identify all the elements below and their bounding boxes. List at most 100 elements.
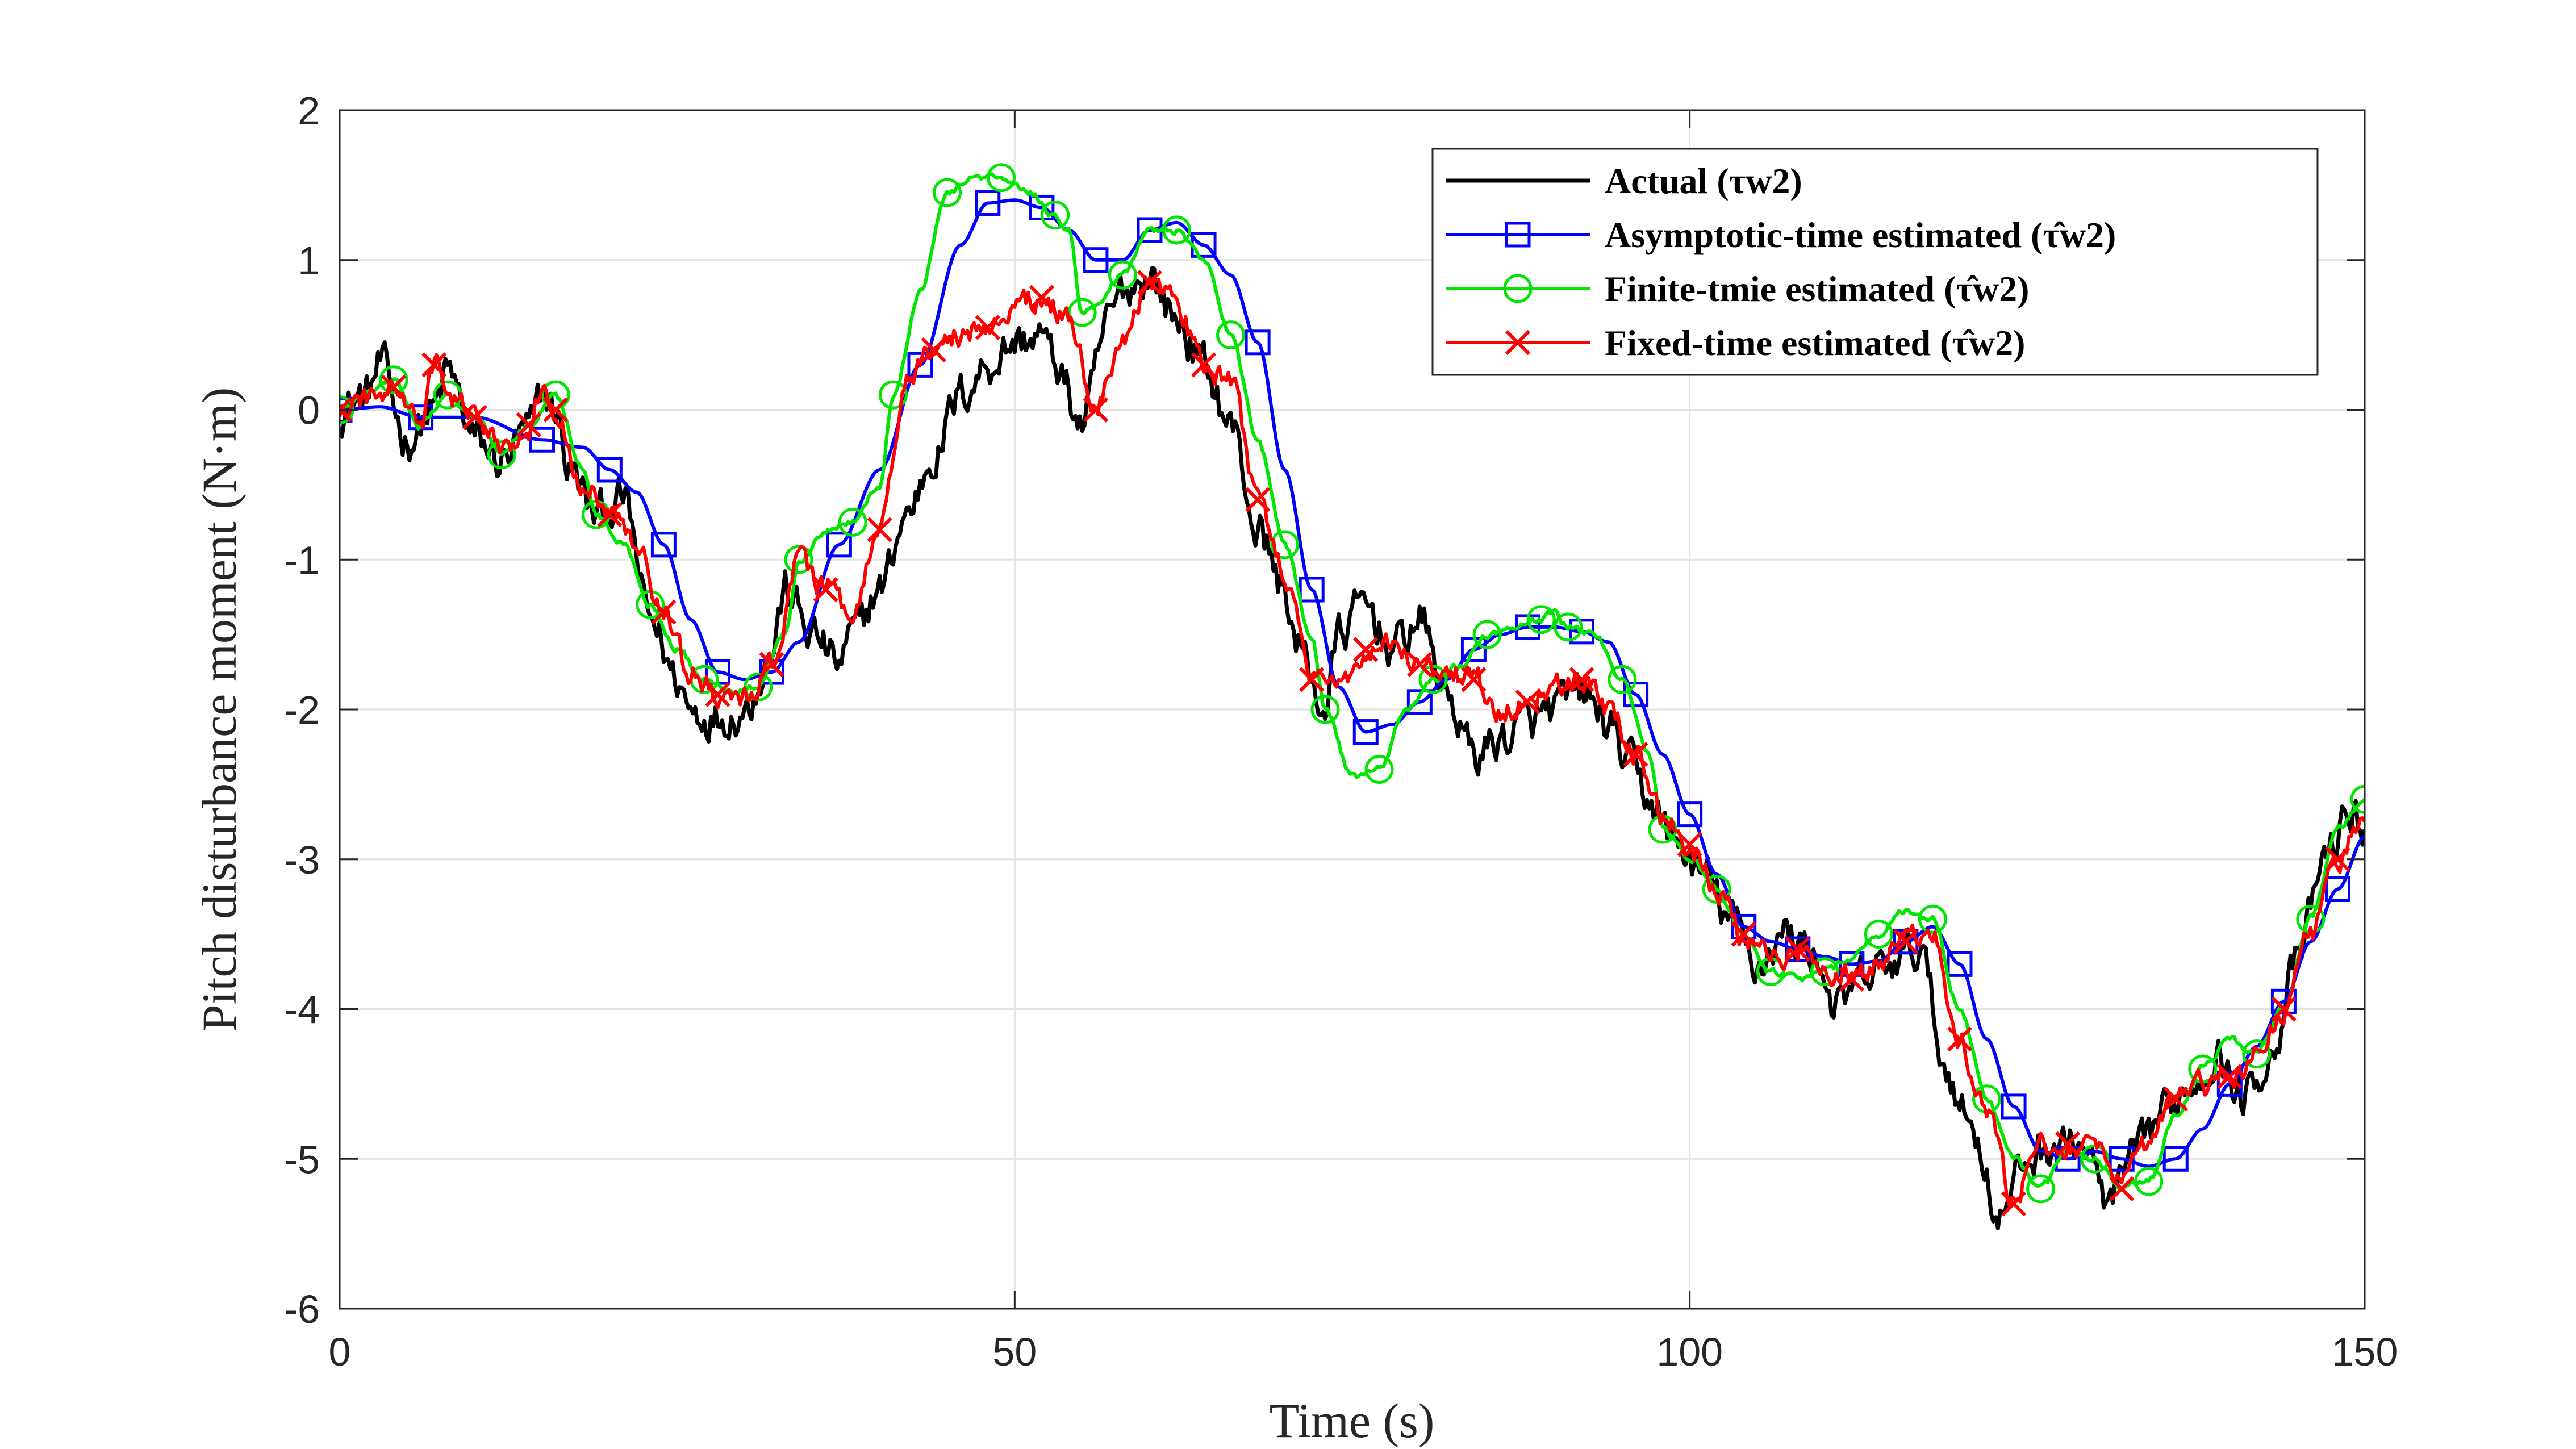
legend-marker: [1503, 274, 1533, 303]
data-point: [1270, 530, 1300, 559]
x-tick-label: 150: [2332, 1330, 2398, 1374]
data-point: [921, 337, 946, 363]
data-point: [1677, 801, 1703, 828]
data-point: [379, 365, 408, 395]
y-tick-label: -4: [285, 988, 320, 1032]
data-point: [651, 599, 677, 625]
data-point: [1245, 487, 1271, 512]
data-point: [596, 457, 623, 483]
series-layer: [340, 163, 2365, 1230]
y-tick-label: -6: [285, 1287, 320, 1331]
data-point: [1947, 1026, 1973, 1052]
data-point: [2134, 1167, 2164, 1196]
data-point: [838, 507, 867, 537]
data-point: [1839, 966, 1864, 992]
data-point: [1947, 951, 1973, 977]
legend-box: [1431, 148, 2319, 376]
data-point: [975, 190, 1001, 216]
data-point: [1245, 329, 1271, 356]
data-point: [2217, 1064, 2243, 1089]
data-point: [2270, 988, 2297, 1014]
data-point: [1352, 719, 1379, 745]
data-point: [1608, 665, 1637, 694]
data-point: [381, 374, 407, 400]
data-point: [826, 532, 852, 558]
data-point: [1515, 689, 1540, 715]
data-point: [1137, 270, 1163, 295]
data-point: [516, 412, 541, 437]
series-line: [340, 198, 2365, 1168]
data-point: [1623, 742, 1648, 767]
legend-marker: [1505, 222, 1531, 248]
data-point: [907, 352, 933, 378]
data-point: [2055, 1131, 2081, 1157]
legend-entry-1: Actual (τw2): [1605, 161, 1802, 201]
data-point: [1407, 652, 1433, 678]
data-point: [1569, 667, 1594, 692]
data-point: [2216, 1071, 2243, 1097]
data-point: [878, 380, 908, 410]
data-point: [1108, 260, 1137, 290]
data-point: [421, 352, 447, 378]
data-point: [2350, 784, 2365, 814]
data-point: [2109, 1146, 2135, 1172]
data-point: [2001, 1093, 2027, 1120]
x-tick-label: 50: [992, 1330, 1037, 1374]
y-axis-label: Pitch disturbance moment (N·m): [192, 387, 247, 1032]
data-point: [597, 502, 623, 528]
data-point: [759, 652, 784, 678]
data-point: [1041, 201, 1070, 230]
data-point: [2163, 1086, 2189, 1112]
y-tick-label: -2: [285, 688, 320, 732]
series-line: [340, 276, 2365, 1207]
data-point: [2026, 1174, 2056, 1204]
y-tick-label: 0: [298, 389, 320, 433]
y-tick-label: 2: [298, 89, 320, 133]
data-point: [1299, 667, 1325, 692]
y-tick-label: -5: [285, 1137, 320, 1181]
data-point: [1353, 637, 1379, 662]
data-point: [784, 545, 813, 574]
data-point: [487, 440, 516, 470]
legend: Actual (τw2) Asymptotic-time estimated (τ…: [1431, 148, 2319, 376]
data-point: [1918, 904, 1947, 934]
data-point: [1461, 667, 1487, 692]
data-point: [462, 404, 487, 430]
data-point: [1418, 665, 1448, 694]
data-point: [340, 397, 353, 423]
y-tick-label: -3: [285, 838, 320, 882]
series-2: [340, 190, 2365, 1172]
y-tick-label: -1: [285, 538, 320, 582]
data-point: [1554, 612, 1583, 642]
data-point: [1162, 215, 1192, 245]
data-point: [933, 178, 962, 207]
data-point: [1364, 755, 1394, 784]
axis-ticks: 0 50 100 150 2 1 0 -1 -2 -3 -4 -5 -6: [285, 89, 2398, 1374]
data-point: [1677, 832, 1702, 857]
legend-entry-4: Fixed-time estimated (τ̂w2): [1605, 323, 2025, 363]
data-point: [1472, 620, 1502, 649]
data-point: [1785, 936, 1810, 962]
data-point: [1299, 577, 1325, 603]
data-point: [1216, 320, 1246, 350]
data-point: [1864, 920, 1893, 949]
data-point: [2271, 996, 2297, 1022]
data-point: [2324, 876, 2350, 902]
data-point: [1083, 247, 1109, 273]
data-point: [1731, 921, 1756, 947]
data-point: [529, 427, 555, 453]
series-4: [340, 270, 2365, 1217]
y-tick-label: 1: [298, 239, 320, 283]
data-point: [650, 532, 677, 558]
data-point: [1067, 298, 1097, 327]
data-point: [1810, 957, 1839, 987]
legend-entry-3: Finite-tmie estimated (τ̂w2): [1605, 269, 2029, 309]
data-point: [2109, 1176, 2135, 1202]
data-point: [2162, 1146, 2189, 1172]
legend-entry-2: Asymptotic-time estimated (τ̂w2): [1605, 215, 2116, 255]
x-tick-label: 100: [1656, 1330, 1723, 1374]
data-point: [1310, 695, 1340, 724]
x-tick-label: 0: [329, 1330, 351, 1374]
legend-marker: [1505, 329, 1531, 356]
